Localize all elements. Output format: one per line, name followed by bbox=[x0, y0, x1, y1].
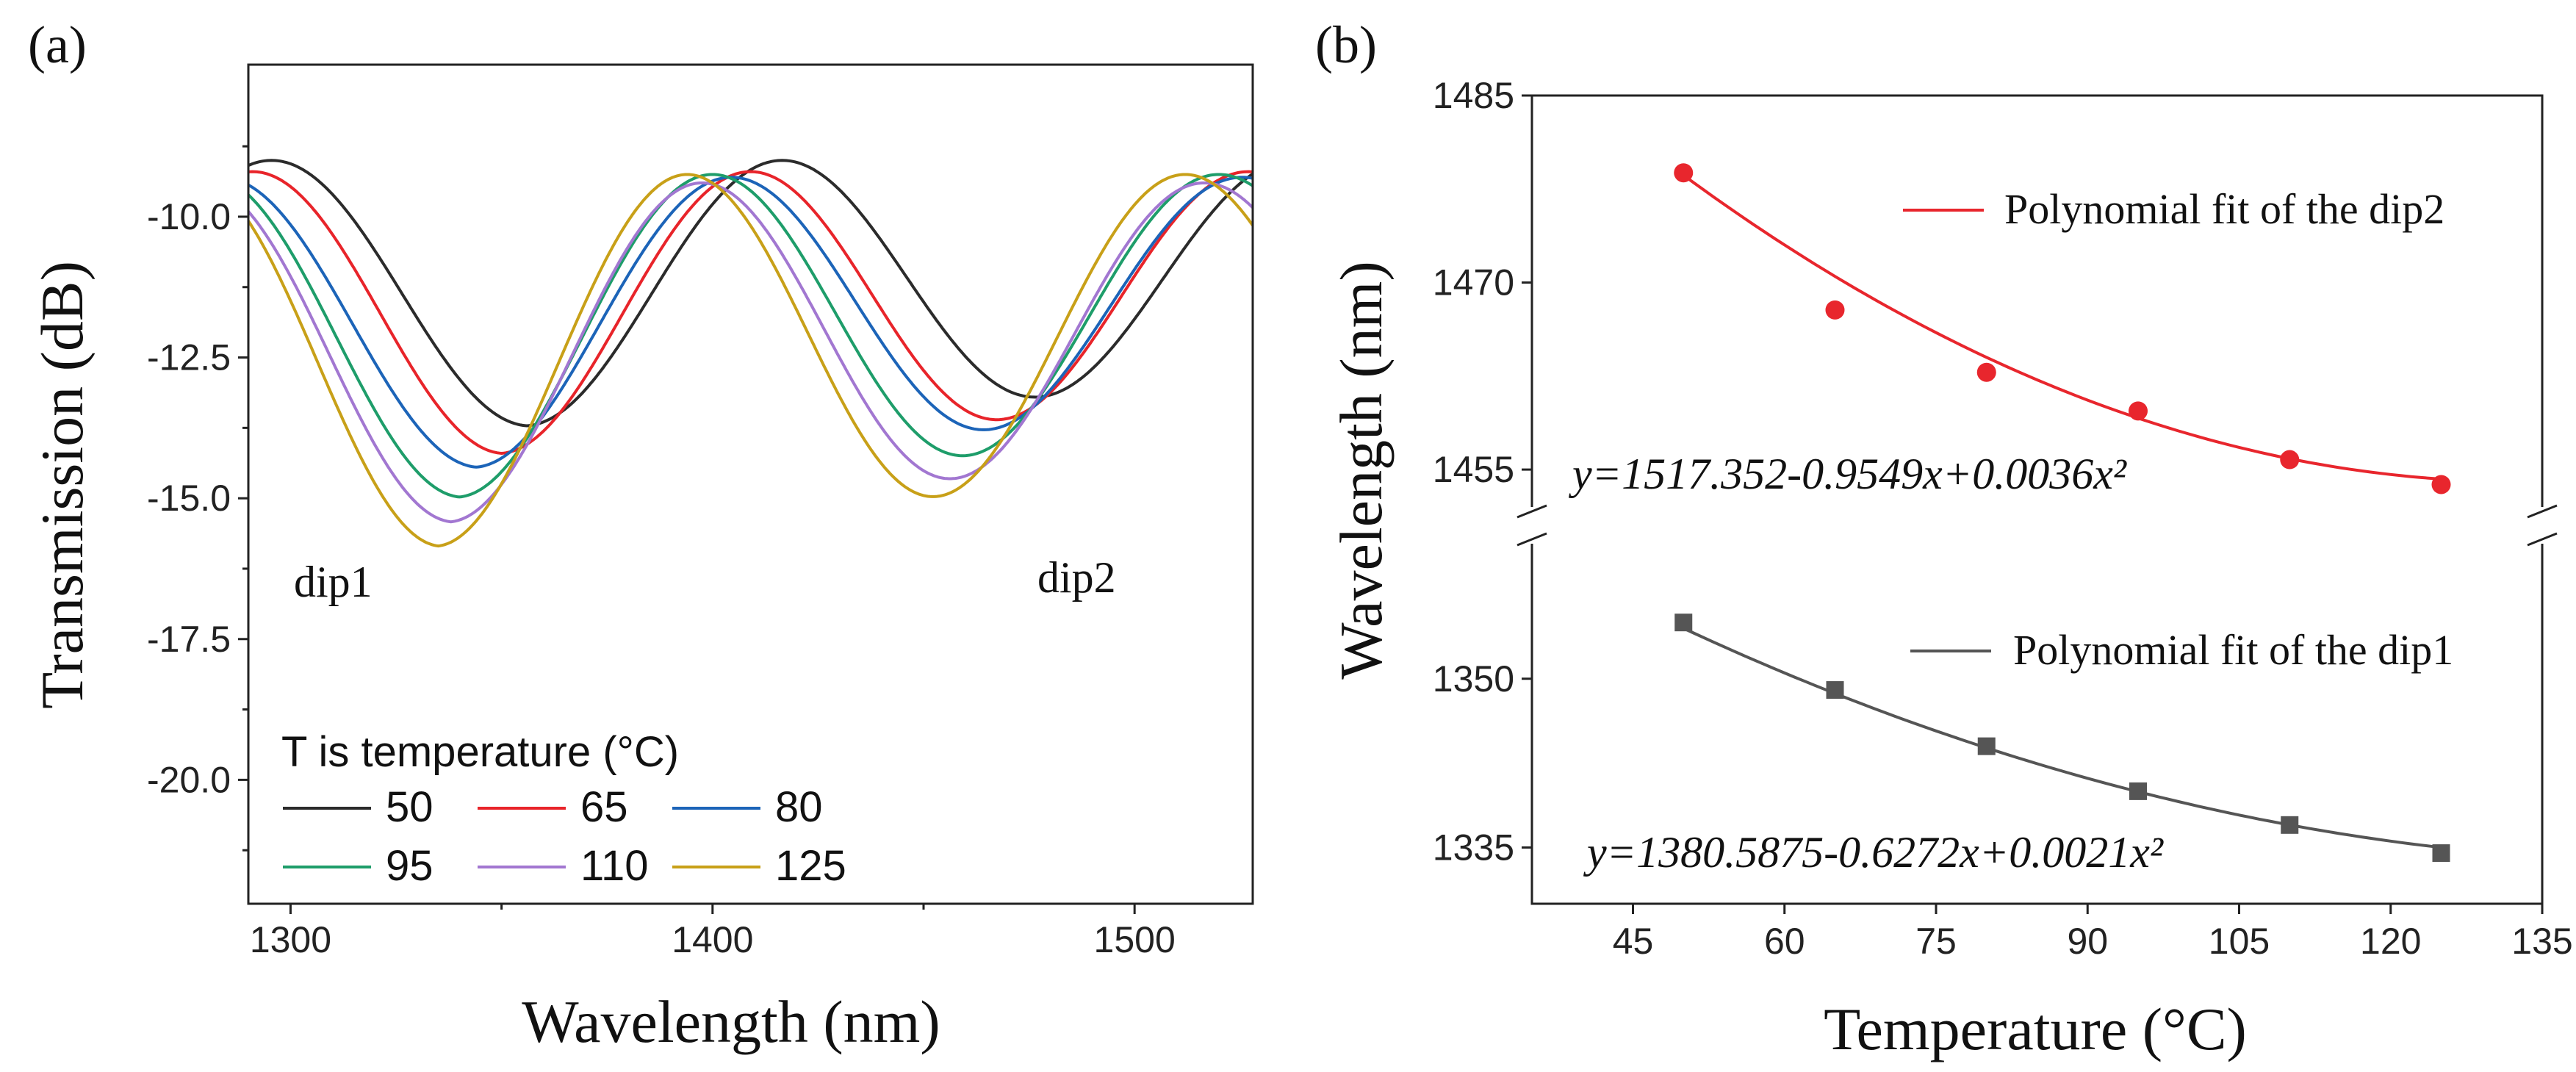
spectrum-curve-95 bbox=[247, 173, 1254, 499]
panel-b-ticks bbox=[1522, 94, 2544, 914]
panel-b-tag: (b) bbox=[1315, 15, 1377, 74]
dip2-annotation: dip2 bbox=[1037, 553, 1116, 602]
panel-a-y-tick-label: -20.0 bbox=[147, 759, 231, 800]
dip1-data-point bbox=[1674, 614, 1693, 632]
panel-b-plot-frame bbox=[1517, 94, 2558, 905]
panel-b-x-tick-label: 45 bbox=[1613, 921, 1654, 962]
panel-a-y-axis-label: Transmission (dB) bbox=[29, 261, 96, 709]
panel-a-curves bbox=[247, 159, 1254, 548]
dip1-fit-curve bbox=[1683, 627, 2442, 849]
dip2-data-point bbox=[1976, 362, 1996, 382]
dip2-data-point bbox=[1825, 300, 1845, 320]
panel-b: (b) Wavelength (nm) Temperature (°C) 45 6… bbox=[1315, 15, 2573, 1062]
panel-b-x-tick-label: 60 bbox=[1764, 921, 1805, 962]
panel-b-y-tick-labels: 1455 1470 1485 1335 1350 bbox=[1433, 75, 1514, 868]
dip1-annotation: dip1 bbox=[294, 558, 373, 606]
legend-label-125: 125 bbox=[775, 842, 846, 890]
panel-b-y-axis-label: Wavelength (nm) bbox=[1328, 261, 1395, 679]
panel-b-lower-y-tick-label: 1350 bbox=[1433, 658, 1514, 699]
spectrum-curve-125 bbox=[247, 173, 1254, 548]
dip2-data-point bbox=[2431, 475, 2451, 494]
legend-label-110: 110 bbox=[580, 842, 648, 890]
panel-b-x-tick-label: 105 bbox=[2209, 921, 2270, 962]
dip1-fit-legend-label: Polynomial fit of the dip1 bbox=[2013, 626, 2453, 674]
spectrum-curve-65 bbox=[248, 170, 1253, 456]
panel-b-x-tick-label: 135 bbox=[2511, 921, 2572, 962]
panel-a-legend: T is temperature (°C) 50 65 80 95 110 125 bbox=[281, 728, 846, 890]
panel-a-y-tick-labels: -10.0 -12.5 -15.0 -17.5 -20.0 bbox=[147, 196, 231, 800]
panel-a-y-tick-label: -12.5 bbox=[147, 337, 231, 378]
panel-a-y-tick-label: -15.0 bbox=[147, 478, 231, 519]
axis-break-mark-right bbox=[2527, 504, 2558, 519]
legend-label-80: 80 bbox=[775, 783, 823, 831]
panel-b-x-tick-labels: 45 60 75 90 105 120 135 bbox=[1613, 921, 2573, 962]
spectrum-curve-80 bbox=[247, 176, 1253, 469]
dip2-data-point bbox=[1674, 163, 1694, 183]
axis-break-mark-left bbox=[1517, 504, 1547, 519]
panel-b-lower-y-tick-label: 1335 bbox=[1433, 827, 1514, 868]
dip2-data-point bbox=[2280, 450, 2300, 470]
legend-label-95: 95 bbox=[386, 842, 433, 890]
panel-b-upper-y-tick-label: 1485 bbox=[1433, 75, 1514, 116]
legend-label-65: 65 bbox=[580, 783, 628, 831]
panel-a-y-tick-label: -10.0 bbox=[147, 196, 231, 237]
dip2-data-point bbox=[2129, 401, 2148, 421]
panel-a-x-tick-labels: 1300 1400 1500 bbox=[250, 919, 1176, 960]
panel-a-y-tick-label: -17.5 bbox=[147, 619, 231, 660]
dip1-data-point bbox=[2129, 782, 2147, 800]
dip1-data-point bbox=[1977, 737, 1996, 755]
dip1-data-point bbox=[2432, 844, 2450, 863]
panel-a-x-tick-label: 1400 bbox=[672, 919, 753, 960]
dip2-fit-legend-label: Polynomial fit of the dip2 bbox=[2004, 185, 2444, 233]
panel-b-upper-frame bbox=[1530, 94, 2544, 507]
panel-a-x-axis-label: Wavelength (nm) bbox=[522, 988, 940, 1055]
panel-b-upper-y-tick-label: 1470 bbox=[1433, 262, 1514, 303]
axis-break-mark-left bbox=[1517, 532, 1547, 547]
panel-b-x-tick-label: 120 bbox=[2360, 921, 2421, 962]
panel-b-markers bbox=[1674, 163, 2451, 863]
panel-b-x-tick-label: 75 bbox=[1915, 921, 1957, 962]
spectrum-curve-110 bbox=[247, 181, 1254, 524]
axis-break-mark-right bbox=[2527, 532, 2558, 547]
panel-a-ticks bbox=[238, 145, 1136, 914]
spectrum-curve-50 bbox=[248, 159, 1254, 428]
panel-a-x-tick-label: 1500 bbox=[1094, 919, 1176, 960]
legend-label-50: 50 bbox=[386, 783, 433, 831]
panel-b-lower-frame bbox=[1530, 544, 2544, 905]
panel-a-tag: (a) bbox=[28, 15, 87, 74]
dip2-fit-equation: y=1517.352-0.9549x+0.0036x² bbox=[1568, 450, 2127, 498]
panel-a-plot-frame bbox=[247, 63, 1254, 905]
legend-title: T is temperature (°C) bbox=[281, 728, 679, 776]
panel-b-upper-y-tick-label: 1455 bbox=[1433, 449, 1514, 490]
panel-a-x-tick-label: 1300 bbox=[250, 919, 331, 960]
panel-b-x-axis-label: Temperature (°C) bbox=[1824, 996, 2247, 1062]
panel-a: (a) Transmission (dB) Wavelength (nm) 13… bbox=[28, 15, 1254, 1055]
dip1-data-point bbox=[1826, 681, 1844, 699]
panel-b-curves bbox=[1683, 173, 2442, 849]
dip1-data-point bbox=[2281, 816, 2299, 834]
panel-b-x-tick-label: 90 bbox=[2067, 921, 2108, 962]
dip1-fit-equation: y=1380.5875-0.6272x+0.0021x² bbox=[1583, 828, 2164, 877]
dip2-fit-curve bbox=[1683, 173, 2442, 481]
